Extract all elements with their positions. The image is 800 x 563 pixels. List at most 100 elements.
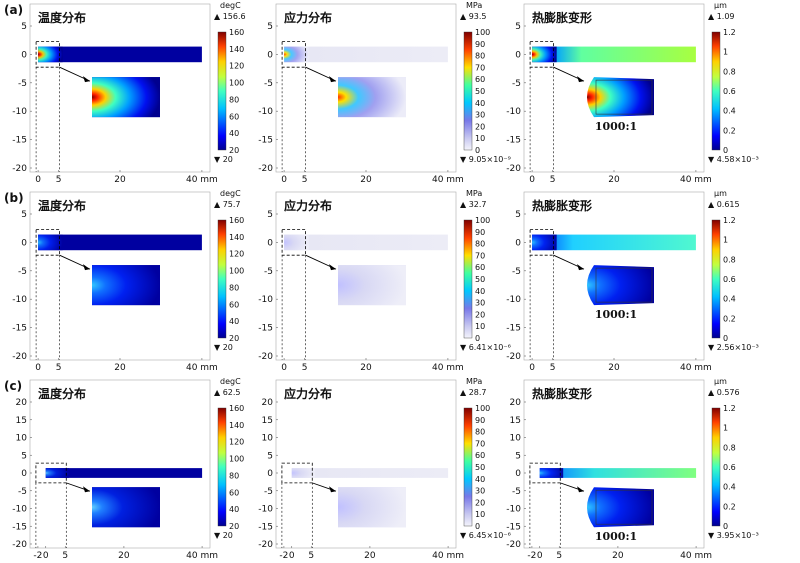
specimen-bar: [45, 468, 203, 478]
colorbar-tick: 70: [475, 251, 485, 260]
inset-field: [338, 265, 406, 306]
y-tick-label: -15: [506, 324, 521, 334]
zoom-box: [529, 41, 554, 68]
x-tick-label: 20: [118, 551, 130, 561]
colorbar-tick: 100: [229, 267, 244, 276]
y-tick-label: 20: [262, 398, 274, 408]
y-tick-label: -5: [512, 487, 521, 497]
x-tick-label: 5: [56, 363, 62, 373]
y-tick-label: -15: [12, 522, 27, 532]
y-tick-label: 5: [267, 210, 273, 220]
colorbar-tick: 120: [229, 250, 244, 259]
panel-title: 温度分布: [38, 386, 86, 401]
specimen-bar: [284, 234, 448, 251]
y-tick-label: -10: [506, 505, 521, 515]
x-tick-label: 20: [608, 175, 620, 185]
colorbar-min: ▼ 9.05×10⁻⁹: [460, 155, 511, 164]
colorbar-tick: 20: [229, 522, 239, 531]
y-tick-label: -10: [12, 505, 27, 515]
colorbar-unit: degC: [220, 377, 241, 386]
y-tick-label: -20: [506, 540, 521, 550]
colorbar-tick: 80: [229, 95, 239, 104]
y-tick-label: -10: [258, 107, 273, 117]
heat-spot: [532, 234, 557, 251]
y-tick-label: 5: [515, 210, 521, 220]
inset-field: [92, 77, 160, 118]
x-tick-label: 20: [114, 363, 126, 373]
y-tick-label: -20: [12, 540, 27, 550]
scale-ratio: 1000:1: [595, 530, 637, 543]
row-label: (a): [4, 3, 23, 17]
x-tick-label: 40 mm: [680, 363, 712, 373]
colorbar-tick: 140: [229, 233, 244, 242]
y-tick-label: -10: [12, 295, 27, 305]
y-tick-label: -20: [258, 540, 273, 550]
colorbar-max: ▲ 0.615: [708, 200, 740, 209]
y-tick-label: -10: [258, 505, 273, 515]
colorbar-tick: 100: [229, 79, 244, 88]
x-tick-label: 40 mm: [186, 363, 218, 373]
y-tick-label: 5: [21, 22, 27, 32]
y-tick-label: -20: [12, 164, 27, 174]
colorbar-tick: 0.2: [723, 314, 736, 323]
arrow-head: [577, 264, 584, 271]
colorbar: [711, 219, 721, 339]
colorbar-tick: 0.6: [723, 87, 736, 96]
colorbar-unit: μm: [714, 1, 727, 10]
y-tick-label: -20: [506, 164, 521, 174]
y-tick-label: -15: [506, 136, 521, 146]
inset-deformed: [587, 77, 654, 118]
colorbar: [711, 31, 721, 151]
colorbar-tick: 0.6: [723, 463, 736, 472]
panel-title: 热膨胀变形: [532, 386, 592, 401]
y-tick-label: -5: [264, 79, 273, 89]
inset-deformed: [587, 487, 654, 528]
inset-field: [92, 487, 160, 528]
colorbar-tick: 0.8: [723, 443, 736, 452]
colorbar-tick: 20: [475, 498, 485, 507]
scale-ratio: 1000:1: [595, 120, 637, 133]
colorbar-tick: 40: [475, 287, 485, 296]
colorbar-tick: 1.2: [723, 28, 736, 37]
arrow-head: [83, 76, 90, 83]
x-tick-label: -2: [33, 551, 42, 561]
y-tick-label: -15: [12, 136, 27, 146]
x-tick-label: 20: [608, 363, 620, 373]
colorbar-tick: 20: [475, 310, 485, 319]
zoom-box: [529, 229, 554, 256]
colorbar-tick: 40: [229, 129, 239, 138]
colorbar-tick: 0: [723, 522, 728, 531]
y-tick-label: 0: [515, 238, 521, 248]
inset-field: [338, 77, 406, 118]
y-tick-label: -5: [264, 267, 273, 277]
y-tick-label: 15: [262, 416, 273, 426]
colorbar-max: ▲ 28.7: [460, 388, 487, 397]
colorbar-tick: 50: [475, 87, 485, 96]
colorbar-min: ▼ 6.41×10⁻⁶: [460, 343, 511, 352]
colorbar-max: ▲ 156.6: [214, 12, 246, 21]
x-tick-label: 0: [529, 363, 535, 373]
y-tick-label: 20: [510, 398, 522, 408]
colorbar-tick: 0.8: [723, 255, 736, 264]
panel-title: 热膨胀变形: [532, 198, 592, 213]
colorbar-tick: 0.2: [723, 126, 736, 135]
y-tick-label: -5: [512, 267, 521, 277]
panel-1-1: 温度分布 5 0 -5 -10 -15 -20 0 5 20 40 mm degC ▲ 156.6 160…: [12, 1, 245, 185]
colorbar-tick: 30: [475, 111, 485, 120]
y-tick-label: 0: [21, 238, 27, 248]
x-tick-label: 40 mm: [432, 175, 464, 185]
heat-spot: [284, 234, 309, 251]
specimen-bar: [291, 468, 449, 478]
x-tick-label: 5: [56, 175, 62, 185]
colorbar-tick: 0: [475, 334, 480, 343]
colorbar-tick: 80: [475, 52, 485, 61]
colorbar-unit: μm: [714, 377, 727, 386]
y-tick-label: -5: [512, 79, 521, 89]
colorbar-tick: 40: [475, 475, 485, 484]
x-tick-label: 20: [360, 363, 372, 373]
x-tick-label: 20: [114, 175, 126, 185]
colorbar-tick: 60: [229, 488, 239, 497]
colorbar-min: ▼ 2.56×10⁻³: [708, 343, 759, 352]
colorbar-tick: 0: [475, 522, 480, 531]
